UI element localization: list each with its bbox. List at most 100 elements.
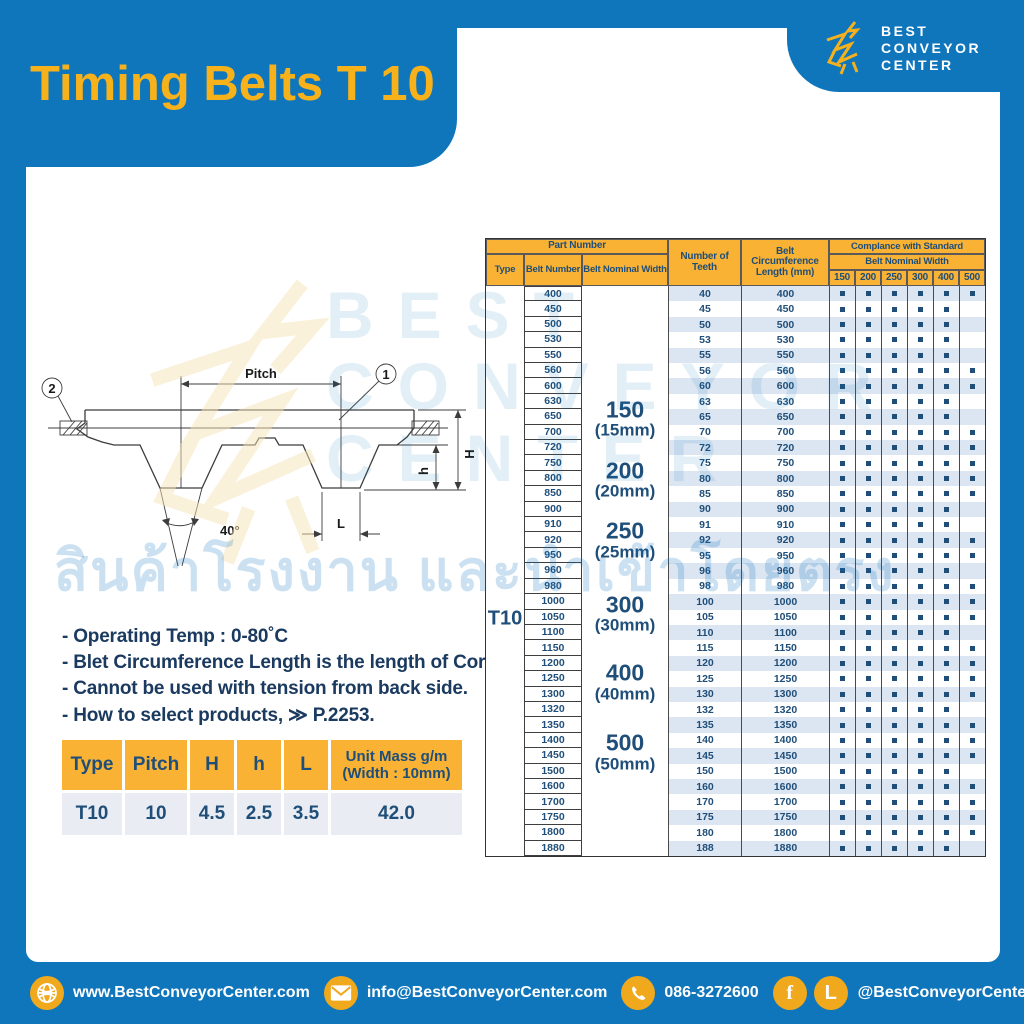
availability-square	[944, 414, 949, 420]
belt-number-cell: 1400	[524, 731, 582, 749]
availability-square	[970, 830, 975, 836]
availability-square	[892, 506, 897, 512]
compliance-cell	[829, 486, 855, 502]
compliance-cell	[933, 686, 959, 702]
compliance-cell	[829, 563, 855, 579]
compliance-cell	[907, 609, 933, 625]
compliance-cell	[855, 409, 881, 425]
compliance-cell	[933, 424, 959, 441]
compliance-cell	[881, 640, 907, 656]
belt-number-cell: 630	[524, 392, 582, 410]
belt-number-cell: 400	[524, 286, 582, 302]
compliance-cell	[855, 455, 881, 471]
availability-square	[866, 768, 871, 774]
spec-header-H: H	[190, 740, 234, 790]
compliance-cell	[829, 763, 855, 779]
email-text: info@BestConveyorCenter.com	[366, 984, 608, 1001]
compliance-cell	[829, 717, 855, 733]
availability-square	[944, 583, 949, 589]
compliance-cell	[881, 301, 907, 317]
compliance-cell	[855, 501, 881, 518]
compliance-cell	[881, 347, 907, 364]
availability-square	[918, 737, 923, 743]
compliance-cell	[829, 316, 855, 333]
compliance-cell	[933, 794, 959, 810]
compliance-cell	[881, 532, 907, 548]
availability-square	[944, 291, 949, 297]
note-item: - How to select products, ≫ P.2253.	[62, 704, 375, 726]
logo-text: BEST CONVEYOR CENTER	[881, 23, 981, 74]
compliance-cell	[881, 717, 907, 733]
compliance-cell	[959, 347, 985, 364]
length-cell: 1880	[741, 840, 829, 856]
compliance-cell	[907, 701, 933, 718]
availability-square	[970, 753, 975, 759]
compliance-cell	[959, 501, 985, 518]
compliance-cell	[959, 717, 985, 733]
availability-square	[840, 445, 845, 451]
availability-square	[892, 476, 897, 482]
spec-value-pitch: 10	[125, 793, 187, 835]
teeth-cell: 105	[668, 609, 741, 625]
teeth-cell: 135	[668, 717, 741, 733]
availability-square	[918, 352, 923, 358]
availability-square	[892, 691, 897, 697]
belt-number-cell: 700	[524, 423, 582, 441]
availability-square	[840, 352, 845, 358]
length-cell: 1100	[741, 624, 829, 641]
availability-square	[970, 599, 975, 605]
availability-square	[944, 568, 949, 574]
availability-square	[970, 722, 975, 728]
compliance-cell	[829, 732, 855, 749]
type-header: Type	[486, 254, 524, 286]
compliance-cell	[907, 347, 933, 364]
angle-label: 40°	[220, 523, 240, 538]
width-col-300: 300	[907, 270, 933, 286]
availability-square	[918, 722, 923, 728]
compliance-cell	[933, 840, 959, 856]
availability-square	[892, 830, 897, 836]
compliance-cell	[881, 825, 907, 841]
teeth-cell: 91	[668, 517, 741, 533]
compliance-cell	[855, 363, 881, 379]
availability-square	[944, 506, 949, 512]
availability-square	[944, 691, 949, 697]
availability-square	[892, 414, 897, 420]
compliance-cell	[907, 286, 933, 302]
availability-square	[840, 599, 845, 605]
availability-square	[840, 753, 845, 759]
availability-square	[866, 830, 871, 836]
availability-square	[918, 414, 923, 420]
availability-square	[892, 614, 897, 620]
logo-line-conveyor: CONVEYOR	[881, 40, 982, 57]
belt-number-cell: 960	[524, 562, 582, 579]
compliance-cell	[933, 440, 959, 456]
compliance-cell	[829, 794, 855, 810]
goat-icon	[826, 21, 861, 75]
width-col-400: 400	[933, 270, 959, 286]
compliance-cell	[933, 332, 959, 348]
availability-square	[840, 707, 845, 713]
teeth-cell: 98	[668, 578, 741, 595]
availability-square	[918, 306, 923, 312]
availability-square	[918, 691, 923, 697]
availability-square	[944, 814, 949, 820]
compliance-cell	[855, 701, 881, 718]
belt-number-cell: 1000	[524, 593, 582, 610]
teeth-cell: 170	[668, 794, 741, 810]
availability-square	[840, 784, 845, 790]
compliance-cell	[933, 578, 959, 595]
availability-square	[970, 429, 975, 435]
compliance-cell	[855, 624, 881, 641]
belt-number-cell: 1050	[524, 608, 582, 625]
availability-square	[918, 553, 923, 559]
compliance-cell	[855, 532, 881, 548]
length-cell: 1750	[741, 809, 829, 826]
availability-square	[892, 306, 897, 312]
compliance-cell	[959, 424, 985, 441]
compliance-cell	[959, 671, 985, 687]
availability-square	[918, 845, 923, 851]
compliance-cell	[907, 301, 933, 317]
availability-square	[892, 676, 897, 682]
availability-square	[866, 614, 871, 620]
